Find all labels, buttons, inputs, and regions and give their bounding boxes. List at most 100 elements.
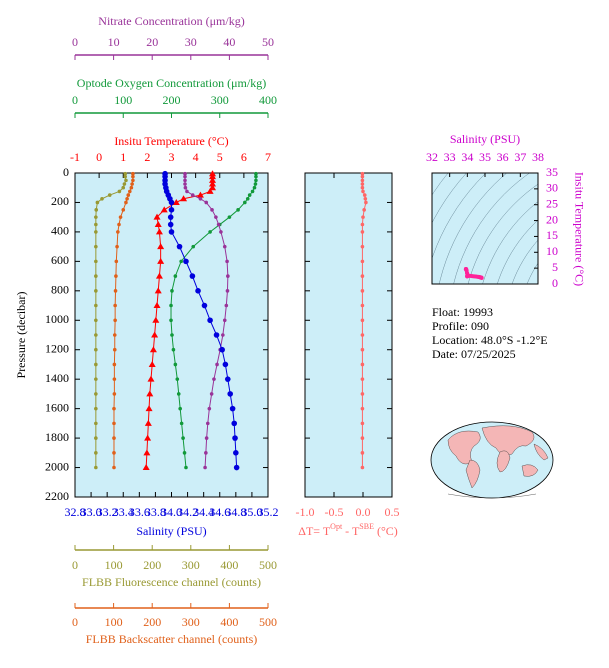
- data-point: [225, 259, 229, 264]
- x-tick-label: 0: [72, 93, 78, 107]
- data-point: [221, 333, 225, 337]
- x-tick-label: 0: [96, 150, 102, 164]
- data-point: [94, 215, 98, 219]
- x-tick-label: 200: [163, 93, 181, 107]
- data-point: [151, 331, 159, 338]
- data-point: [168, 229, 175, 235]
- data-point: [253, 182, 258, 186]
- x-tick-label: 33.0: [81, 505, 102, 519]
- data-point: [182, 451, 187, 455]
- x-tick-label: 40: [223, 35, 235, 49]
- dt-point: [360, 333, 365, 337]
- data-point: [224, 376, 231, 382]
- data-point: [172, 198, 180, 205]
- y-tick-label: 2200: [45, 489, 69, 503]
- dt-point: [360, 465, 365, 470]
- dt-point: [364, 200, 368, 205]
- data-point: [183, 185, 188, 190]
- data-point: [178, 406, 182, 411]
- x-tick-label: 100: [105, 615, 123, 629]
- data-point: [94, 289, 98, 293]
- ts-y-tick-label: 10: [546, 244, 558, 258]
- data-point: [131, 174, 135, 179]
- data-point: [171, 347, 176, 352]
- data-point: [94, 392, 98, 396]
- data-point: [112, 333, 117, 337]
- x-tick-label: 200: [143, 615, 161, 629]
- data-point: [198, 196, 203, 201]
- ts-x-tick-label: 34: [461, 150, 473, 164]
- data-point: [254, 174, 258, 179]
- dt-label-part: SBE: [359, 522, 374, 531]
- data-point: [142, 464, 150, 471]
- data-point: [169, 303, 173, 308]
- float-info: Location: 48.0°S -1.2°E: [432, 333, 548, 347]
- y-tick-label: 0: [63, 165, 69, 179]
- data-point: [94, 222, 98, 227]
- data-point: [219, 346, 225, 353]
- data-point: [170, 333, 174, 337]
- data-point: [112, 406, 116, 411]
- data-point: [183, 178, 187, 183]
- data-point: [153, 302, 161, 309]
- data-point: [130, 182, 134, 186]
- data-point: [209, 173, 217, 180]
- data-point: [210, 208, 214, 212]
- data-point: [94, 208, 99, 212]
- data-point: [145, 405, 153, 412]
- data-point: [179, 421, 184, 426]
- dt-tick-label: -0.5: [325, 505, 344, 519]
- data-point: [168, 199, 175, 206]
- data-point: [146, 390, 154, 397]
- data-point: [94, 318, 98, 323]
- data-point: [183, 171, 187, 176]
- data-point: [254, 178, 258, 183]
- x-tick-label: 400: [220, 558, 238, 572]
- x-tick-label: 300: [182, 615, 200, 629]
- data-point: [94, 303, 98, 308]
- y-tick-label: 400: [51, 224, 69, 238]
- data-point: [169, 318, 173, 323]
- data-point: [112, 347, 117, 352]
- x-tick-label: 6: [241, 150, 247, 164]
- data-point: [236, 208, 240, 212]
- data-point: [100, 196, 104, 201]
- y-tick-label: 2000: [45, 459, 69, 473]
- dt-point: [360, 303, 365, 308]
- data-point: [216, 222, 221, 227]
- y-tick-label: 1200: [45, 341, 69, 355]
- dt-point: [360, 289, 365, 293]
- data-point: [125, 196, 129, 201]
- x-tick-label: 33.2: [97, 505, 118, 519]
- data-point: [181, 436, 185, 440]
- axis-title: Insitu Temperature (°C): [114, 134, 228, 148]
- y-tick-label: 1000: [45, 312, 69, 326]
- ts-x-title: Salinity (PSU): [450, 132, 520, 146]
- ts-x-tick-label: 33: [444, 150, 456, 164]
- data-point: [124, 178, 128, 183]
- data-point: [112, 451, 116, 455]
- data-point: [254, 171, 258, 176]
- data-point: [219, 230, 223, 234]
- y-tick-label: 600: [51, 253, 69, 267]
- data-point: [207, 406, 212, 411]
- data-point: [227, 391, 234, 397]
- data-point: [243, 200, 247, 205]
- x-tick-label: 32.8: [65, 505, 86, 519]
- data-point: [121, 208, 126, 212]
- data-point: [204, 436, 209, 440]
- x-tick-label: 0: [72, 35, 78, 49]
- dt-point: [362, 208, 366, 212]
- x-tick-label: 500: [259, 558, 277, 572]
- x-tick-label: 3: [169, 150, 175, 164]
- data-point: [185, 189, 189, 194]
- data-point: [94, 465, 98, 470]
- x-tick-label: 7: [265, 150, 271, 164]
- float-info: Float: 19993: [432, 305, 493, 319]
- data-point: [131, 171, 135, 176]
- data-point: [209, 176, 217, 183]
- x-tick-label: 0: [72, 615, 78, 629]
- data-point: [154, 221, 162, 228]
- data-point: [155, 228, 163, 235]
- x-tick-label: 200: [143, 558, 161, 572]
